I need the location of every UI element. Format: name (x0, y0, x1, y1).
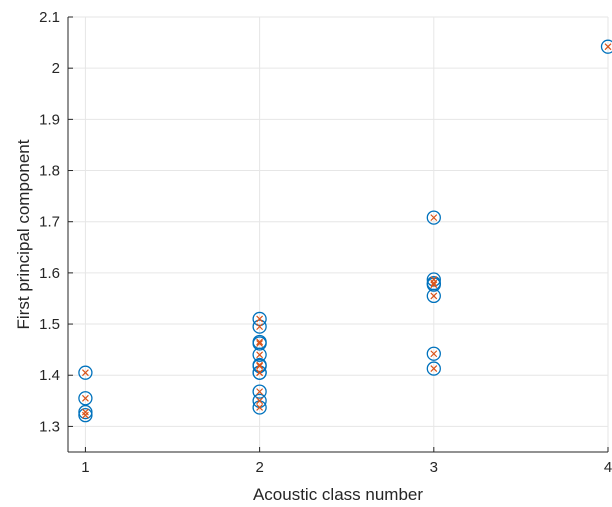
data-point-circle (600, 39, 612, 54)
data-point-cross (256, 315, 264, 323)
data-point-circle (252, 357, 267, 373)
x-tick-label: 3 (430, 459, 438, 476)
data-point-circle (78, 408, 93, 423)
data-point-cross (430, 281, 438, 289)
cross-stroke (430, 292, 438, 300)
cross-stroke (256, 362, 264, 370)
data-point-cross (256, 369, 264, 377)
data-point-cross (430, 365, 438, 373)
data-point-cross (256, 351, 264, 359)
data-point-cross (256, 361, 264, 369)
cross-stroke (81, 408, 89, 416)
data-point-cross (81, 394, 89, 402)
data-point-cross (430, 350, 438, 358)
data-point-cross (81, 408, 89, 416)
data-point-cross (430, 292, 438, 300)
data-point-circle (252, 336, 267, 351)
y-tick-label: 1.8 (39, 163, 60, 180)
cross-stroke (256, 338, 264, 346)
y-tick-label: 2 (52, 60, 60, 77)
data-point-circle (252, 384, 267, 399)
cross-stroke (81, 394, 89, 402)
data-point-cross (81, 411, 89, 419)
cross-stroke (256, 397, 264, 405)
data-point-cross (256, 397, 264, 405)
x-tick-label: 2 (255, 459, 263, 476)
cross-stroke (430, 350, 438, 358)
cross-stroke (430, 214, 438, 222)
cross-stroke (256, 315, 264, 323)
data-point-circle (426, 272, 441, 287)
data-point-cross (256, 362, 264, 370)
cross-stroke (256, 404, 264, 411)
cross-stroke (430, 281, 438, 289)
cross-stroke (256, 388, 264, 396)
data-point-circle (78, 404, 93, 420)
data-point-cross (256, 323, 264, 331)
y-tick-label: 1.6 (39, 265, 60, 282)
y-axis-label: First principal component (14, 139, 33, 329)
cross-stroke (256, 340, 264, 347)
x-axis-label: Acoustic class number (253, 485, 423, 504)
x-tick-label: 4 (604, 459, 612, 476)
y-tick-label: 2.1 (39, 9, 60, 26)
data-point-cross (81, 369, 89, 377)
data-point-circle (426, 361, 441, 376)
data-point-circle (252, 319, 267, 334)
data-point-circle (426, 346, 441, 361)
data-point-cross (256, 388, 264, 396)
cross-stroke (256, 369, 264, 377)
data-point-circle (78, 391, 93, 406)
cross-stroke (256, 351, 264, 359)
x-tick-label: 1 (81, 459, 89, 476)
cross-stroke (81, 411, 89, 419)
y-tick-label: 1.9 (39, 111, 60, 128)
data-point-cross (604, 43, 612, 51)
grid-lines (68, 16, 609, 452)
cross-stroke (430, 279, 438, 287)
data-point-cross (430, 279, 438, 287)
cross-stroke (81, 369, 89, 377)
y-tick-label: 1.5 (39, 316, 60, 333)
y-tick-label: 1.7 (39, 214, 60, 231)
cross-stroke (256, 323, 264, 331)
cross-stroke (430, 365, 438, 373)
axes (67, 16, 609, 453)
cross-stroke (256, 361, 264, 369)
data-point-cross (256, 340, 264, 347)
data-points (78, 39, 612, 423)
data-point-circle (426, 210, 441, 225)
y-tick-label: 1.3 (39, 418, 60, 435)
data-point-cross (256, 404, 264, 411)
tick-labels: 1 2 3 4 1.3 1.4 1.5 1.6 1.7 1.8 1.9 2 2.1 (39, 9, 612, 476)
data-point-cross (256, 338, 264, 346)
cross-stroke (604, 43, 612, 51)
y-tick-label: 1.4 (39, 367, 60, 384)
data-point-circle (78, 365, 93, 380)
data-point-circle (252, 311, 267, 327)
data-point-cross (430, 214, 438, 222)
data-point-circle (252, 347, 267, 362)
data-point-circle (426, 275, 441, 291)
